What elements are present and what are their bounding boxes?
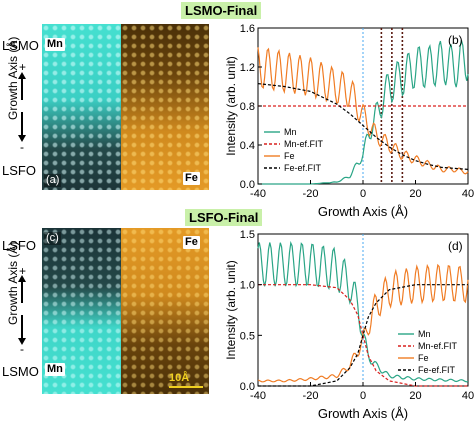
image-top-label-2: LSFO bbox=[2, 238, 36, 253]
x-tick-label: 0 bbox=[360, 390, 366, 402]
panel-label-c: (c) bbox=[44, 232, 61, 245]
mn-tag-2: Mn bbox=[45, 363, 65, 376]
fe-map-image-2: Fe 10Å bbox=[121, 228, 209, 394]
growth-arrow-icon bbox=[18, 72, 26, 142]
legend-entry: Mn bbox=[284, 127, 297, 137]
image-top-label: LSMO bbox=[2, 38, 39, 53]
mn-map-image-2: (c) Mn bbox=[42, 228, 121, 394]
series-fe bbox=[257, 47, 469, 175]
series-fe bbox=[257, 263, 469, 383]
scale-bar-label: 10Å bbox=[169, 372, 190, 384]
x-tick-label: -40 bbox=[250, 188, 266, 200]
mn-tag: Mn bbox=[45, 38, 65, 51]
fe-tag: Fe bbox=[183, 172, 200, 185]
y-tick-label: 0.8 bbox=[240, 101, 255, 113]
legend-entry: Mn-ef.FIT bbox=[284, 139, 324, 149]
y-tick-label: 1.0 bbox=[240, 280, 255, 292]
image-bottom-label-2: LSMO bbox=[2, 364, 39, 379]
series-mn bbox=[258, 40, 469, 185]
x-tick-label: 40 bbox=[462, 390, 474, 402]
image-bottom-label: LSFO bbox=[2, 163, 36, 178]
legend-entry: Fe-ef.FIT bbox=[284, 163, 322, 173]
y-tick-label: 1.5 bbox=[240, 229, 255, 241]
x-tick-label: 20 bbox=[409, 188, 421, 200]
y-tick-label: 0.0 bbox=[240, 179, 255, 191]
panel-label-a: (a) bbox=[44, 174, 62, 187]
growth-arrow-icon-2 bbox=[18, 275, 26, 345]
series-mn-fit bbox=[258, 284, 468, 387]
plus-sign-2: + bbox=[19, 264, 27, 278]
y-tick-label: 0.4 bbox=[240, 140, 255, 152]
y-tick-label: 1.2 bbox=[240, 62, 255, 74]
x-axis-label: Growth Axis (Å) bbox=[318, 204, 408, 219]
series-fe-fit bbox=[257, 83, 469, 170]
y-tick-label: 0.0 bbox=[240, 381, 255, 393]
minus-sign-2: - bbox=[20, 342, 24, 356]
legend-entry: Fe-ef.FIT bbox=[418, 365, 456, 375]
plus-sign: + bbox=[19, 60, 27, 74]
x-axis-label: Growth Axis (Å) bbox=[318, 406, 408, 421]
panel-label: (b) bbox=[448, 33, 463, 47]
x-tick-label: -20 bbox=[303, 188, 319, 200]
x-tick-label: 40 bbox=[462, 188, 474, 200]
header-lsmo-final: LSMO-Final bbox=[181, 2, 262, 19]
fe-map-image: Fe bbox=[121, 24, 209, 190]
chart-b: -40 -20 0 20 40 0.0 0.4 0.8 1.2 1.6 Growth Axis (Å… bbox=[224, 23, 474, 219]
legend-entry: Mn bbox=[418, 329, 431, 339]
x-tick-label: 0 bbox=[360, 188, 366, 200]
chart-d: -40 -20 0 20 40 0.0 0.5 1.0 1.5 Growth Axis (Å) In… bbox=[224, 229, 474, 421]
y-axis-label: Intensity (arb. unit) bbox=[224, 260, 238, 359]
y-tick-label: 1.6 bbox=[240, 23, 255, 35]
legend-entry: Fe bbox=[418, 353, 429, 363]
x-tick-label: -40 bbox=[250, 390, 266, 402]
x-tick-label: -20 bbox=[303, 390, 319, 402]
y-axis-label: Intensity (arb. unit) bbox=[224, 56, 238, 155]
legend-entry: Fe bbox=[284, 151, 295, 161]
scale-bar bbox=[169, 386, 203, 388]
series-fe-fit bbox=[258, 284, 468, 387]
x-tick-label: 20 bbox=[409, 390, 421, 402]
y-tick-label: 0.5 bbox=[240, 330, 255, 342]
header-lsfo-final: LSFO-Final bbox=[185, 209, 263, 226]
fe-tag-2: Fe bbox=[183, 236, 200, 249]
mn-map-image: Mn (a) bbox=[42, 24, 121, 190]
legend-entry: Mn-ef.FIT bbox=[418, 341, 458, 351]
panel-label: (d) bbox=[448, 239, 463, 253]
minus-sign: - bbox=[20, 140, 24, 154]
